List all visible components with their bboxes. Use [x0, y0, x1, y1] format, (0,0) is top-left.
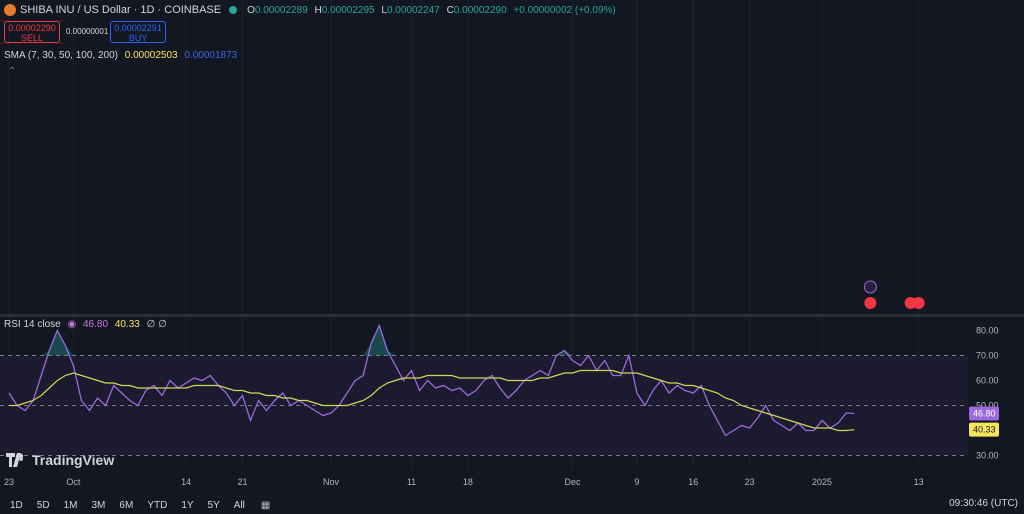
x-axis-tick-label: 9 [634, 477, 639, 487]
rsi-value-label-box [969, 422, 999, 437]
rsi-y-tick-label: 80.00 [976, 326, 999, 336]
close-key: C [446, 4, 454, 16]
timeframe-1d[interactable]: 1D [10, 499, 23, 511]
high-key: H [314, 4, 322, 16]
close-value: 0.00002290 [453, 4, 507, 16]
sell-button[interactable]: 0.00002290 SELL [4, 21, 60, 43]
x-axis-tick-label: Nov [323, 477, 340, 487]
shiba-logo-icon [4, 4, 16, 16]
x-axis-tick-label: Oct [66, 477, 81, 487]
tradingview-logo-text: TradingView [32, 452, 115, 468]
rsi-legend[interactable]: RSI 14 close ◉ 46.80 40.33 ∅ ∅ [4, 319, 167, 330]
flag-us-icon [912, 297, 925, 309]
sma-legend-value-2: 0.00001873 [184, 50, 238, 61]
rsi-ma-line [9, 369, 855, 432]
x-axis-tick-label: 23 [745, 477, 755, 487]
rsi-eye-icon[interactable]: ◉ [67, 319, 77, 330]
x-axis-tick-label: 11 [407, 477, 416, 487]
x-axis-tick-label: 16 [688, 477, 698, 487]
sell-price: 0.00002290 [8, 23, 56, 33]
rsi-overbought-fill [9, 325, 855, 356]
rsi-legend-label: RSI 14 close [4, 319, 61, 330]
buy-label: BUY [128, 33, 148, 43]
high-value: 0.00002295 [321, 4, 375, 16]
low-value: 0.00002247 [386, 4, 440, 16]
buy-price: 0.00002291 [114, 23, 162, 33]
open-key: O [247, 4, 255, 16]
x-axis-tick-label: Dec [564, 477, 581, 487]
x-axis-tick-label: 18 [463, 477, 473, 487]
spread-value: 0.00000001 [66, 27, 109, 36]
ohlc-readout: O0.00002289 H0.00002295 L0.00002247 C0.0… [243, 5, 616, 16]
pane-separator [0, 314, 1024, 317]
timeframe-6m[interactable]: 6M [119, 499, 134, 511]
symbol-header: SHIBA INU / US Dollar · 1D · COINBASE O0… [0, 0, 616, 20]
low-key: L [381, 4, 387, 16]
rsi-value-label-text: 40.33 [973, 425, 996, 435]
rsi-y-tick-label: 70.00 [976, 351, 999, 361]
x-axis-tick-label: 2025 [812, 477, 832, 487]
sma-legend-value-1: 0.00002503 [124, 50, 178, 61]
timeframe-all[interactable]: All [233, 499, 245, 511]
tradingview-logo[interactable]: TradingView [6, 452, 114, 468]
buy-button[interactable]: 0.00002291 BUY [110, 21, 166, 43]
x-axis-tick-label: 14 [181, 477, 191, 487]
date-range-icon[interactable]: ▦ [260, 499, 271, 511]
collapse-chevron-icon[interactable]: ⌃ [8, 66, 17, 77]
rsi-value-label-text: 46.80 [973, 409, 996, 419]
timeframe-3m[interactable]: 3M [91, 499, 106, 511]
x-axis-tick-label: 21 [237, 477, 247, 487]
market-status-icon [229, 6, 238, 14]
sma-legend-label: SMA (7, 30, 50, 100, 200) [4, 50, 118, 61]
timeframe-1m[interactable]: 1M [63, 499, 78, 511]
tradingview-logo-icon [6, 453, 24, 467]
clock-readout: 09:30:46 (UTC) [949, 498, 1018, 509]
bottom-toolbar: 1D 5D 1M 3M 6M YTD 1Y 5Y All ▦ 09:30:46 … [0, 496, 1024, 514]
x-axis-tick-label: 13 [914, 477, 924, 487]
symbol-title[interactable]: SHIBA INU / US Dollar · 1D · COINBASE [20, 4, 222, 16]
rsi-y-tick-label: 30.00 [976, 451, 999, 461]
rsi-legend-extra: ∅ ∅ [146, 319, 167, 330]
timeframe-5d[interactable]: 5D [36, 499, 50, 511]
rsi-legend-value-1: 46.80 [83, 319, 109, 330]
rsi-y-tick-label: 50.00 [976, 401, 999, 411]
event-lightning-icon [863, 280, 877, 294]
timeframe-1y[interactable]: 1Y [181, 499, 194, 511]
open-value: 0.00002289 [254, 4, 308, 16]
change-value: +0.00000002 (+0.09%) [513, 4, 616, 16]
timeframe-ytd[interactable]: YTD [147, 499, 168, 511]
rsi-legend-value-2: 40.33 [114, 319, 140, 330]
flag-us-icon [864, 297, 877, 309]
sma-legend[interactable]: SMA (7, 30, 50, 100, 200) 0.00002503 0.0… [4, 50, 237, 61]
rsi-y-tick-label: 60.00 [976, 376, 999, 386]
sell-label: SELL [20, 33, 44, 43]
x-axis-tick-label: 23 [4, 477, 14, 487]
rsi-value-label-box [969, 406, 999, 421]
timeframe-5y[interactable]: 5Y [207, 499, 220, 511]
